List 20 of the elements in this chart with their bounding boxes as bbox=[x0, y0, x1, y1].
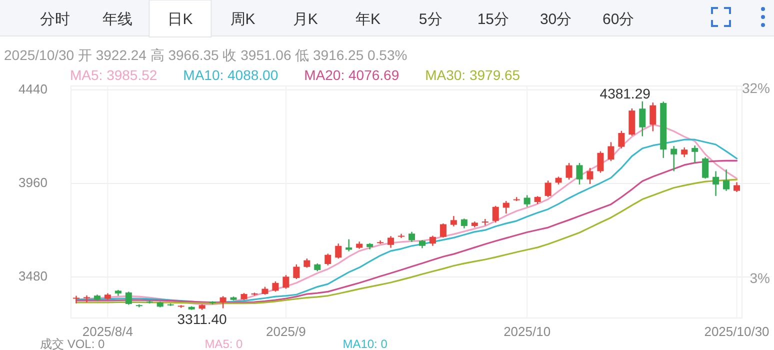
text: MA5: 0 bbox=[204, 337, 244, 350]
text: MA30: 3979.65 bbox=[425, 67, 520, 83]
x-tick-label: 2025/8/4 bbox=[82, 324, 133, 339]
annotation: 4381.29 bbox=[600, 85, 651, 102]
y-tick-label: 4440 bbox=[18, 81, 48, 96]
text: 2025/10/30 开 3922.24 高 3966.35 收 3951.06 低 3916.25 0.53% bbox=[4, 47, 408, 63]
text: MA20: 4076.69 bbox=[304, 67, 400, 83]
text: MA5: 3985.52 bbox=[70, 67, 158, 83]
y-tick-label: 3960 bbox=[18, 174, 48, 190]
tab-bar: 分时 年线 日K 周K 月K 年K 5分 15分 30分 60分 bbox=[0, 0, 774, 38]
annotation: 3311.40 bbox=[177, 310, 228, 327]
x-tick-label: 2025/10/30 bbox=[704, 324, 770, 339]
text: MA10: 0 bbox=[342, 337, 388, 350]
y2-tick-label: 32% bbox=[742, 80, 770, 96]
y2-tick-label: 3% bbox=[750, 270, 770, 286]
x-tick-label: 2025/9 bbox=[266, 324, 306, 339]
x-tick-label: 2025/10 bbox=[504, 324, 551, 339]
y-tick-label: 3480 bbox=[18, 268, 48, 284]
text: MA10: 4088.00 bbox=[183, 67, 278, 83]
text: 成交 VOL: 0 bbox=[40, 337, 106, 350]
